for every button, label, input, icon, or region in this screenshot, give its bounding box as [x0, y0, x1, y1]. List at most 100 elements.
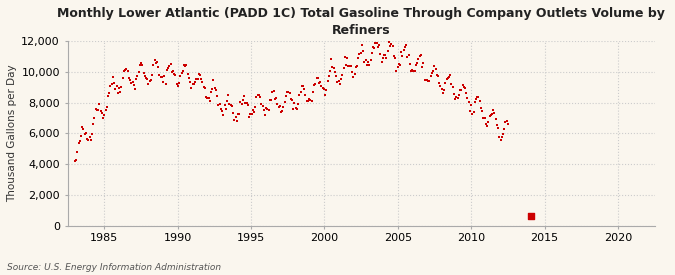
- Point: [173, 81, 184, 85]
- Point: [395, 62, 406, 67]
- Point: [421, 77, 431, 82]
- Point: [138, 71, 149, 75]
- Point: [423, 79, 433, 83]
- Point: [208, 78, 219, 82]
- Point: [446, 82, 457, 87]
- Point: [425, 74, 436, 79]
- Point: [182, 72, 193, 76]
- Point: [382, 49, 393, 53]
- Point: [160, 82, 171, 86]
- Point: [127, 80, 138, 84]
- Point: [80, 131, 91, 136]
- Point: [497, 131, 508, 136]
- Point: [502, 119, 512, 123]
- Point: [273, 105, 284, 109]
- Point: [206, 90, 217, 94]
- Point: [224, 102, 235, 106]
- Point: [260, 113, 271, 117]
- Point: [473, 95, 484, 99]
- Point: [109, 81, 119, 86]
- Point: [380, 53, 391, 57]
- Point: [322, 79, 333, 84]
- Point: [235, 100, 246, 104]
- Point: [433, 74, 443, 78]
- Point: [329, 69, 340, 74]
- Point: [103, 94, 113, 99]
- Point: [293, 102, 304, 107]
- Point: [151, 61, 161, 65]
- Point: [442, 76, 453, 80]
- Point: [496, 135, 507, 140]
- Point: [478, 116, 489, 120]
- Point: [333, 79, 344, 83]
- Point: [482, 123, 493, 128]
- Point: [104, 90, 115, 95]
- Point: [392, 65, 403, 69]
- Point: [198, 85, 209, 89]
- Point: [315, 80, 325, 84]
- Point: [361, 63, 372, 67]
- Point: [140, 76, 151, 81]
- Point: [74, 139, 85, 143]
- Point: [472, 95, 483, 100]
- Point: [227, 111, 238, 115]
- Point: [73, 141, 84, 145]
- Point: [323, 73, 334, 78]
- Point: [248, 109, 259, 114]
- Point: [263, 108, 274, 112]
- Point: [302, 99, 313, 103]
- Point: [196, 77, 207, 81]
- Point: [246, 112, 257, 116]
- Point: [159, 74, 170, 78]
- Point: [167, 68, 178, 73]
- Point: [317, 85, 328, 90]
- Point: [402, 54, 412, 59]
- Point: [464, 109, 475, 113]
- Point: [229, 117, 240, 122]
- Point: [407, 67, 418, 72]
- Point: [173, 84, 184, 88]
- Point: [269, 97, 280, 101]
- Point: [434, 81, 445, 86]
- Point: [191, 77, 202, 81]
- Point: [232, 119, 242, 123]
- Point: [146, 78, 157, 82]
- Point: [314, 81, 325, 85]
- Point: [389, 56, 400, 60]
- Point: [292, 107, 302, 111]
- Point: [98, 116, 109, 120]
- Point: [406, 69, 416, 73]
- Point: [178, 68, 188, 73]
- Point: [142, 77, 153, 82]
- Point: [491, 122, 502, 127]
- Point: [379, 53, 389, 57]
- Point: [359, 59, 370, 64]
- Point: [233, 112, 244, 116]
- Point: [188, 82, 199, 86]
- Point: [448, 84, 458, 89]
- Point: [481, 122, 491, 126]
- Point: [327, 65, 338, 70]
- Point: [443, 75, 454, 79]
- Point: [213, 103, 224, 107]
- Point: [219, 103, 230, 108]
- Point: [137, 62, 148, 67]
- Point: [403, 53, 414, 57]
- Point: [165, 62, 176, 66]
- Point: [429, 64, 439, 68]
- Point: [386, 42, 397, 46]
- Point: [279, 100, 290, 104]
- Point: [119, 67, 130, 72]
- Point: [458, 85, 469, 90]
- Point: [342, 56, 352, 60]
- Point: [205, 99, 215, 103]
- Point: [94, 102, 105, 106]
- Point: [367, 51, 377, 55]
- Point: [468, 110, 479, 114]
- Point: [388, 53, 399, 58]
- Point: [295, 89, 306, 94]
- Point: [427, 71, 437, 75]
- Point: [283, 90, 294, 94]
- Point: [483, 120, 493, 124]
- Point: [251, 95, 262, 100]
